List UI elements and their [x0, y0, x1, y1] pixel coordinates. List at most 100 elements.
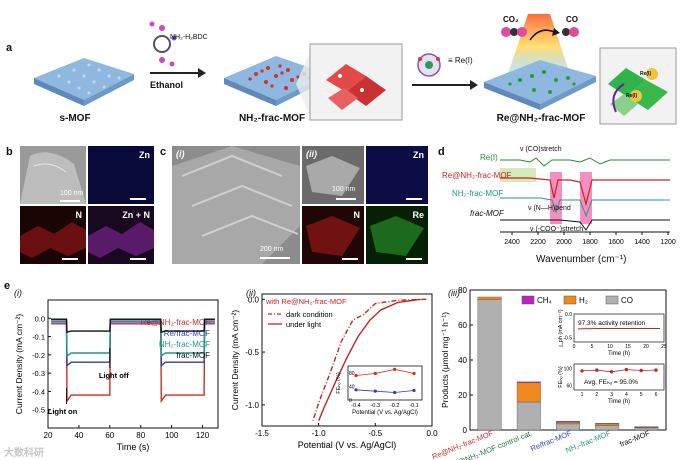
chart-iii-inset-bottom-ytick-label: 100 [564, 366, 573, 372]
sem-image-b: 100 nm [20, 146, 86, 204]
chart-ii-frame [261, 293, 433, 427]
chart-iii-inset-top-xtick-label: 5 [591, 344, 594, 350]
ftir-tick-label: 2400 [504, 239, 520, 246]
re-nh2-frac-mof-illustration [484, 14, 596, 110]
nh-bend-highlight [550, 172, 562, 224]
chart-iii-inset-bottom-xtick-label: 4 [625, 392, 628, 398]
chart-iii-inset-top-xtick-label: 10 [607, 344, 613, 350]
arrow-2-icon [412, 80, 478, 90]
chart-iii-inset-bottom-xtick-label: 3 [610, 392, 613, 398]
chart-ii-inset-line [355, 389, 415, 393]
ftir-ann-coo: ν (-COO⁻)stretch [530, 226, 584, 233]
panel-d-letter: d [438, 146, 445, 158]
ftir-ann-nh: ν (N—H)bend [528, 205, 571, 212]
solvent-label: Ethanol [150, 80, 183, 90]
panel-a-letter: a [6, 42, 13, 54]
chart-ii-inset-point [412, 388, 416, 393]
chart-iii-inset-top-ylabel: j_ph (mA cm⁻²) [558, 309, 564, 347]
ftir-label-re-i: Re(I) [480, 153, 498, 162]
scale-bar-c-ii [336, 198, 356, 200]
chart-iii-inset-bottom-ytick-label: 60 [566, 384, 572, 390]
trace-nh2-frac-mof [500, 197, 670, 218]
chart-i-xtick-label: 40 [74, 431, 83, 440]
panel-e-sub-iii: (iii) [448, 288, 460, 298]
s-mof-label: s-MOF [59, 113, 91, 124]
ftir-label-re-nh2: Re@NH₂-frac-MOF [442, 171, 512, 180]
chart-ii-ylabel: Current Density (mA cm⁻²) [230, 310, 240, 411]
chart-iii-legend-swatch [605, 295, 619, 305]
chart-iii-inset-bottom-line [581, 369, 657, 373]
chart-iii-inset-top-xlabel: Time (h) [608, 351, 630, 357]
chart-iii-inset-bottom-ylabel: FEₕₒ (%) [558, 366, 564, 388]
chart-ii-legend-label: under light [286, 320, 322, 329]
panel-b-letter: b [6, 146, 13, 158]
re-site-label-1: Re(I) [640, 71, 652, 77]
chart-iii-category-label: NH₂-frac-MOF [564, 428, 612, 454]
scale-bar-re-c [406, 258, 422, 260]
zn-map-c: Zn [366, 146, 428, 204]
chart-iii-inset-bottom-point [609, 370, 614, 374]
chart-iii-legend-label: CH₄ [537, 296, 552, 305]
chart-ii-inset-point [393, 390, 397, 395]
chart-iii-inset-bottom-xtick-label: 2 [595, 392, 598, 398]
chart-i-legend-label: Re/frac-MOF [164, 329, 210, 338]
chart-ii-inset-xlabel: Potential (V vs. Ag/AgCl) [352, 410, 418, 416]
ftir-tick-label: 2000 [556, 239, 572, 246]
chart-iii-legend-swatch [521, 295, 535, 305]
panel-c-letter: c [160, 146, 167, 158]
chart-iii-inset-top-xtick-label: 25 [661, 344, 667, 350]
n-map-b: N [20, 206, 86, 264]
re-map-c-label: Re [412, 210, 424, 220]
chart-iii-legend-swatch [563, 295, 577, 305]
n-map-b-label: N [75, 210, 83, 220]
sub-ii-label-c: (ii) [306, 149, 317, 159]
chart-iii-bar-segment [516, 401, 541, 431]
chart-iii-inset-top-ytick-label: 0.0 [565, 312, 572, 318]
panel-e-letter: e [4, 280, 11, 292]
chart-iii-inset-top-ytick-label: -0.5 [563, 335, 572, 341]
chart-ii-xtick-label: -1.0 [312, 429, 326, 438]
nh2-h2bdc-molecule-icon [149, 21, 177, 67]
chart-iii-inset-top-xtick-label: 0 [573, 344, 576, 350]
chart-i-legend-label: NH₂-frac-MOF [159, 340, 210, 349]
chart-iii-bar-segment [556, 421, 580, 425]
chart-ii-inset-xtick-label: -0.4 [351, 403, 360, 409]
chart-ii-inset-point [354, 388, 358, 392]
chart-iii-ytick-label: 0 [463, 426, 468, 435]
chart-i-series-line [51, 319, 215, 358]
scale-bar-zn-b [130, 198, 146, 200]
chart-ii-series-line [318, 298, 421, 421]
chart-ii-inset-xtick-label: -0.3 [371, 403, 380, 409]
chart-iii-legend-label: H₂ [579, 296, 588, 305]
re-site-label-2: Re(I) [626, 93, 638, 99]
chart-i-ytick-label: -0.3 [32, 369, 45, 378]
chart-ii-inset-point [373, 389, 377, 393]
sem-image-c-ii: (ii) 100 nm [302, 146, 364, 204]
nh2-frac-mof-label: NH₂-frac-MOF [238, 113, 306, 124]
chart-iii-inset-bottom-point [595, 368, 599, 372]
chart-iii-bar-segment [595, 423, 620, 425]
chart-i-xtick-label: 100 [165, 431, 179, 440]
chart-iii-bar-segment [634, 426, 659, 428]
chart-ii-inset-point [373, 371, 377, 376]
panel-e-charts: 20 40 60 80 100 1200.0-0.1-0.2-0.3-0.4-0.5Tim… [14, 286, 667, 460]
chart-iii-bar-segment [595, 423, 620, 426]
chart-ii-inset-ytick-label: 80 [349, 371, 355, 377]
scale-bar-label-c-ii: 100 nm [332, 186, 356, 193]
chart-i-xtick-label: 120 [196, 431, 210, 440]
chart-ii-legend-title: with Re@NH₂-frac-MOF [265, 297, 347, 306]
chart-ii-xtick-label: -1.5 [255, 429, 269, 438]
chart-i-legend-label: Re@NH₂-frac-MOF [141, 318, 211, 327]
chart-iii-inset-bottom-xtick-label: 6 [655, 392, 658, 398]
scale-bar-n-b [62, 258, 78, 260]
chart-ii-inset-xtick-label: -0.2 [390, 403, 399, 409]
chart-ii-legend-label: dark condition [286, 310, 333, 319]
light-off-label: Light off [99, 371, 129, 380]
chart-i-frame [47, 299, 219, 429]
chart-i-series-line [51, 318, 215, 333]
chart-i-ytick-label: -0.5 [32, 406, 45, 415]
chart-ii-inset-point [354, 373, 358, 378]
chart-iii-bar-segment [477, 296, 502, 300]
scale-bar-zn-c [406, 198, 422, 200]
chart-iii-ytick-label: 60 [458, 321, 467, 330]
